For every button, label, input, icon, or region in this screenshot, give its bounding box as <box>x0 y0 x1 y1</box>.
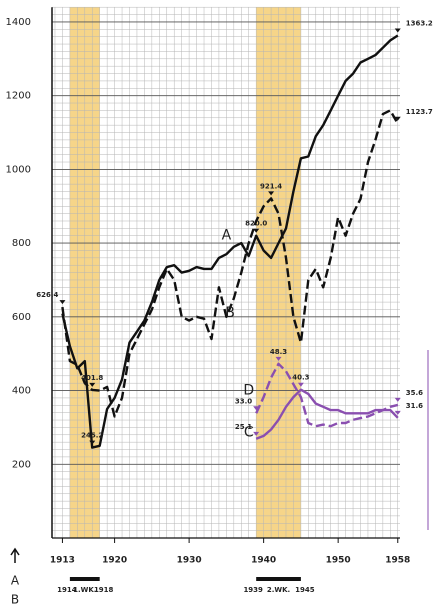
label-marker <box>253 406 260 411</box>
x-tick-label: 1920 <box>102 556 127 566</box>
series-line <box>61 34 399 449</box>
label-marker <box>253 228 260 233</box>
background-layer <box>52 6 400 539</box>
y-tick-label: 200 <box>12 459 31 470</box>
period-start: 1914 <box>57 586 77 594</box>
value-label: 1363.2 <box>406 20 433 28</box>
period-bar <box>256 577 301 581</box>
period-end: 1945 <box>295 586 315 594</box>
label-marker <box>297 382 304 387</box>
x-tick-label: 1958 <box>385 556 410 566</box>
series-name: A <box>222 228 232 244</box>
label-marker <box>394 28 401 33</box>
label-marker <box>253 431 260 436</box>
axis-arrow <box>10 547 20 563</box>
label-marker <box>394 116 401 121</box>
bottom-label: B <box>11 593 19 607</box>
value-label: 921.4 <box>260 182 282 190</box>
period-label: 1.WK. <box>73 586 96 594</box>
value-label: 31.6 <box>406 402 423 410</box>
period-end: 1918 <box>94 586 114 594</box>
x-tick-label: 1940 <box>251 556 276 566</box>
x-tick-label: 1930 <box>177 556 202 566</box>
label-marker <box>268 191 275 196</box>
x-tick-label: 1950 <box>326 556 351 566</box>
y-tick-label: 800 <box>12 238 31 249</box>
y-tick-label: 1000 <box>6 164 31 175</box>
series-line <box>61 109 399 418</box>
y-tick-label: 400 <box>12 386 31 397</box>
period-label: 2.WK. <box>267 586 290 594</box>
y-tick-label: 600 <box>12 312 31 323</box>
value-label: 401.8 <box>81 374 103 382</box>
label-marker <box>394 410 401 415</box>
value-label: 48.3 <box>270 348 287 356</box>
period-bar <box>69 577 100 581</box>
value-label: 245.2 <box>81 432 103 440</box>
label-marker <box>59 300 66 305</box>
label-marker <box>275 356 282 361</box>
label-marker <box>89 440 96 445</box>
series-line <box>255 362 399 428</box>
series-name: C <box>244 425 254 441</box>
value-label: 626.4 <box>36 291 58 299</box>
bottom-label: A <box>11 574 20 588</box>
value-label: 25.1 <box>235 423 252 431</box>
y-tick-label: 1400 <box>6 17 31 28</box>
label-marker <box>394 397 401 402</box>
series-name: B <box>225 305 235 321</box>
value-label: 40.3 <box>292 374 309 382</box>
x-tick-label: 1913 <box>50 556 75 566</box>
y-tick-label: 1200 <box>6 91 31 102</box>
value-label: 1123.7 <box>406 108 433 116</box>
value-label: 35.6 <box>406 389 423 397</box>
series-line <box>255 388 399 440</box>
series-name: D <box>243 383 254 399</box>
label-marker <box>89 382 96 387</box>
period-start: 1939 <box>243 586 263 594</box>
value-label: 33.0 <box>235 397 252 405</box>
